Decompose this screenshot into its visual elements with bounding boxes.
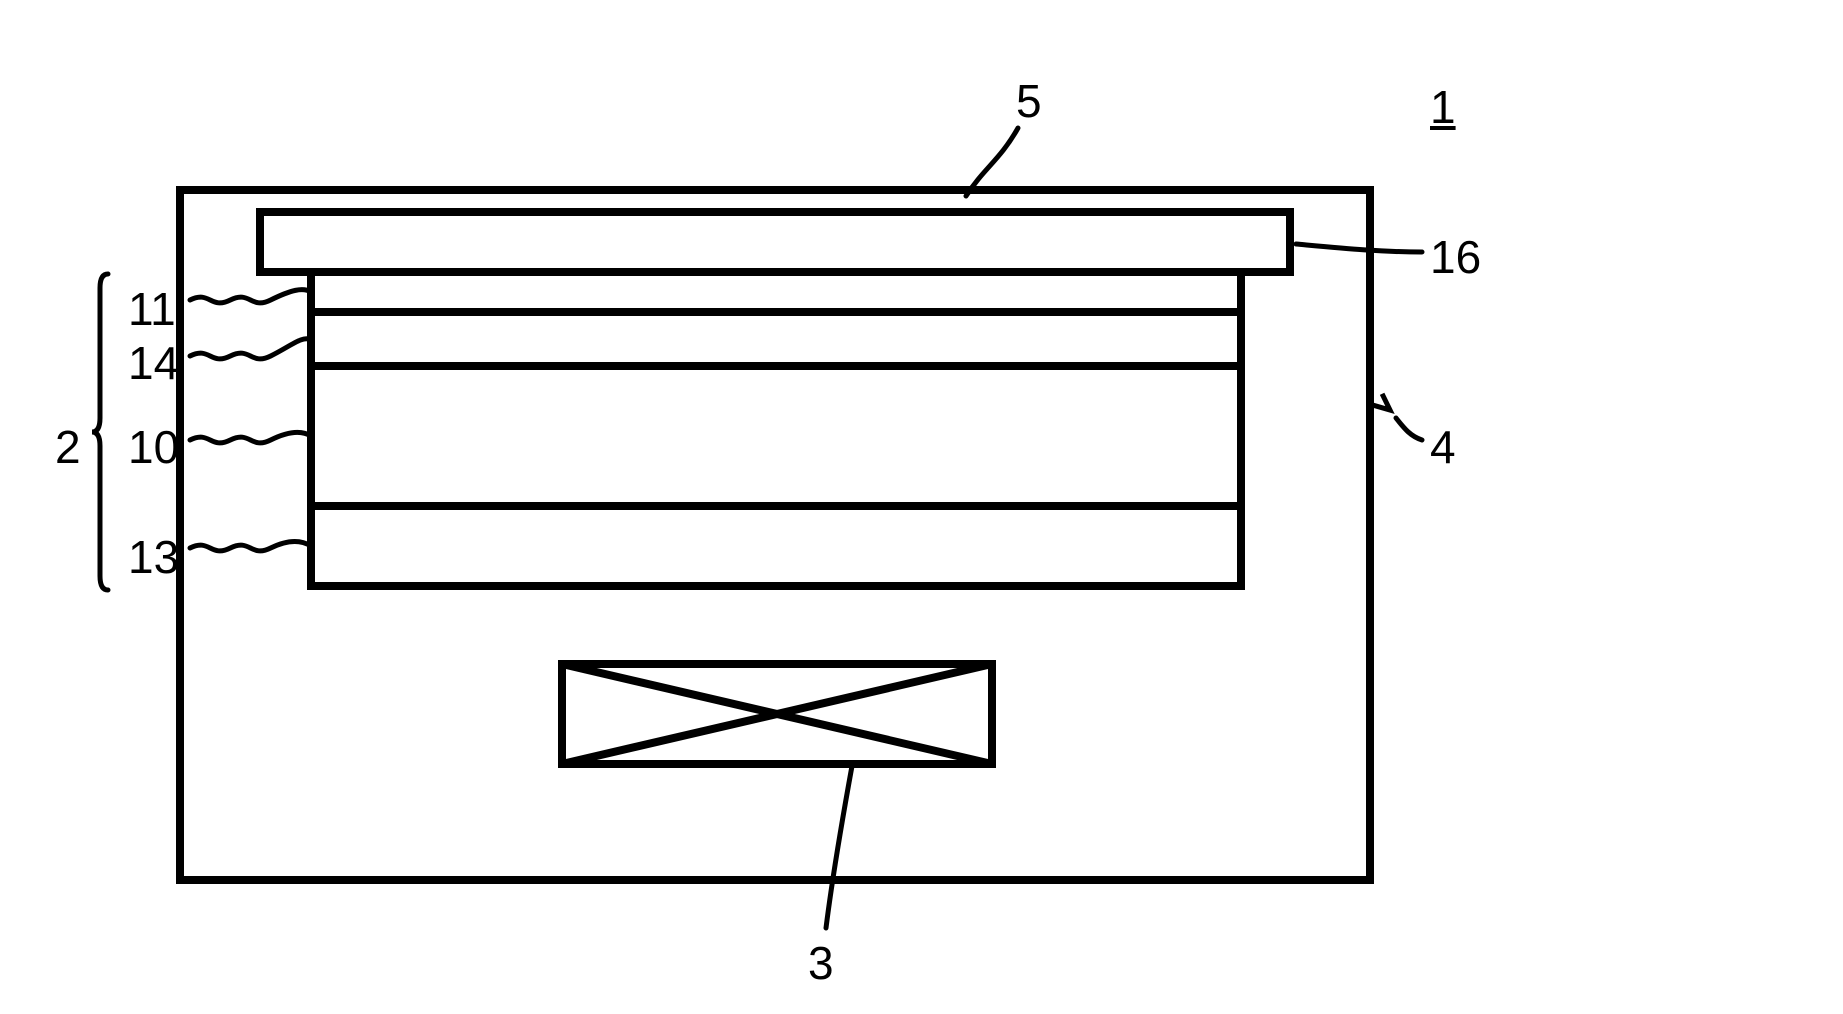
ref-label-ref_13: 13 — [128, 530, 179, 584]
ref-label-ref_5: 5 — [1016, 74, 1042, 128]
diagram-canvas: 1 5 16 4 2 1114 10 13 3 — [0, 0, 1843, 1014]
ref-label-ref_16: 16 — [1430, 230, 1481, 284]
ref-label-ref_14: 14 — [128, 336, 179, 390]
diagram-svg — [0, 0, 1843, 1014]
ref-label-title: 1 — [1430, 80, 1456, 134]
ref-label-ref_11: 11 — [128, 282, 176, 336]
ref-label-ref_4: 4 — [1430, 420, 1456, 474]
ref-label-ref_10: 10 — [128, 420, 179, 474]
ref-label-ref_2: 2 — [55, 420, 81, 474]
ref-label-ref_3: 3 — [808, 936, 834, 990]
